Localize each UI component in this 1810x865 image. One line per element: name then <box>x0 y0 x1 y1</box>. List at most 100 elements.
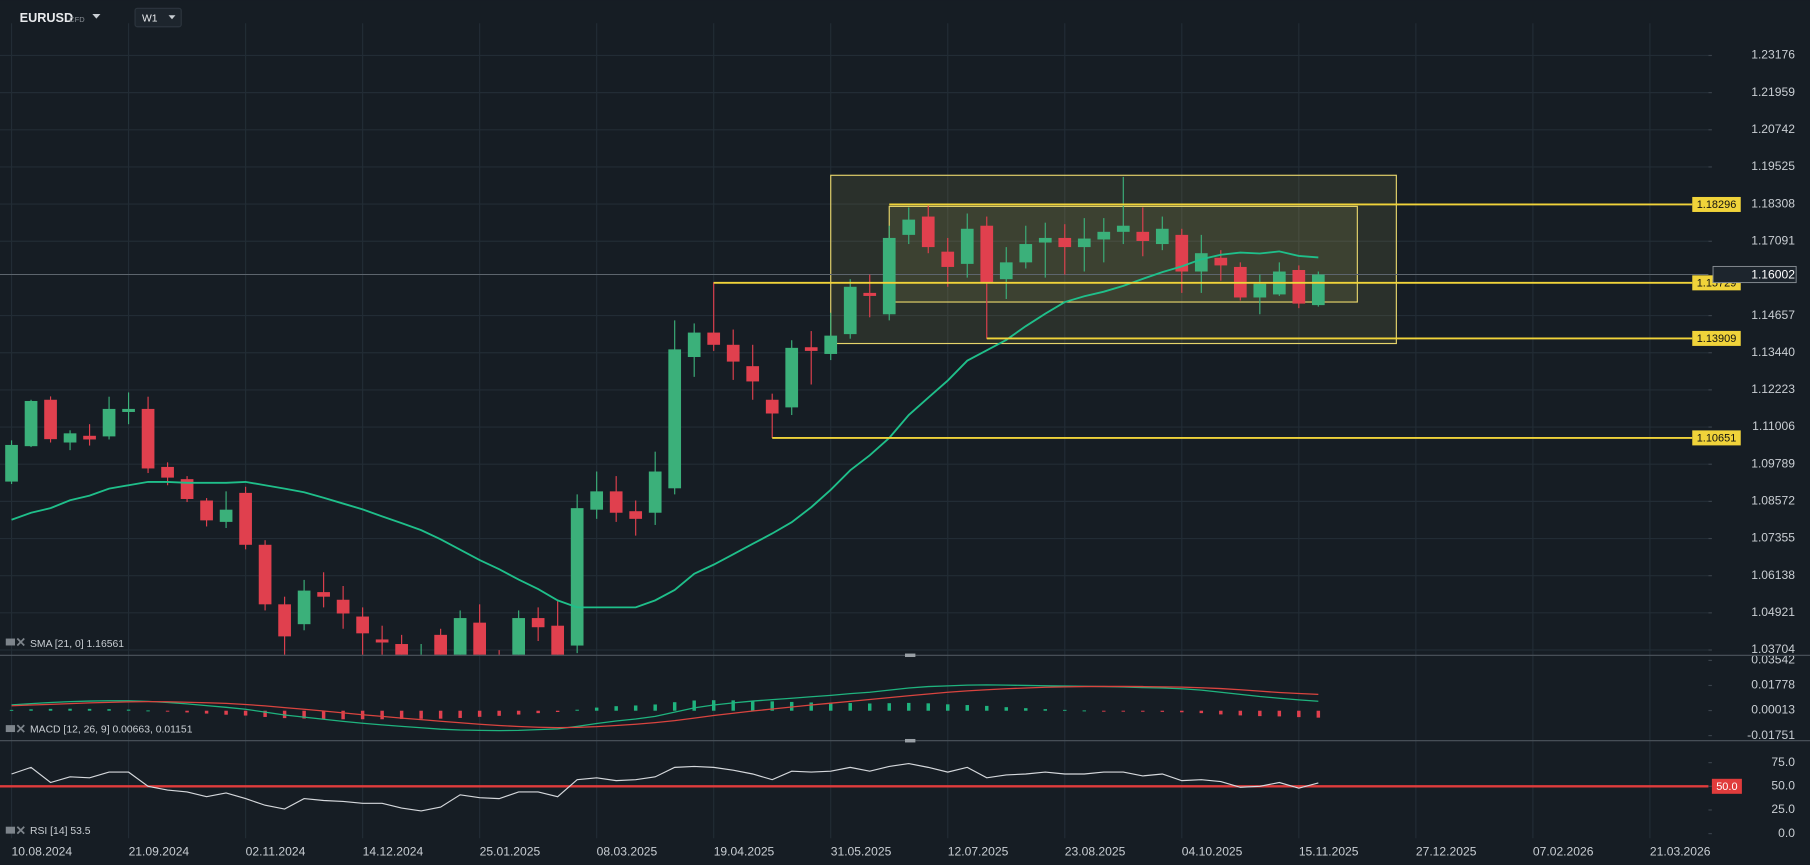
macd-histogram-bar <box>1043 709 1048 711</box>
y-tick-label: 0.01778 <box>1751 678 1795 692</box>
candle-body <box>1077 238 1091 248</box>
y-tick-label: 25.0 <box>1771 802 1795 816</box>
candle-body <box>122 408 135 412</box>
timeframe[interactable]: W1 <box>142 13 158 24</box>
indicator-settings-icon[interactable] <box>5 725 16 733</box>
macd-histogram-bar <box>965 705 969 711</box>
candle-body <box>44 399 57 440</box>
candle-body <box>161 466 174 478</box>
candle-body <box>1038 237 1052 243</box>
symbol[interactable]: EURUSD <box>20 11 74 25</box>
candle-body <box>1253 283 1267 298</box>
macd-histogram-bar <box>9 709 14 711</box>
macd-histogram-bar <box>887 703 891 711</box>
candle-body <box>297 590 311 625</box>
x-tick-label: 07.02.2026 <box>1533 844 1594 858</box>
macd-histogram-bar <box>731 700 735 711</box>
macd-legend: MACD [12, 26, 9] 0.00663, 0.01151 <box>30 724 193 735</box>
candle-body <box>278 604 291 637</box>
candle-body <box>395 644 408 655</box>
candle-body <box>960 228 974 264</box>
candle-body <box>1097 231 1111 240</box>
candle-body <box>83 435 96 440</box>
timeframe-button[interactable] <box>134 7 182 28</box>
indicator-settings-icon[interactable] <box>5 638 16 646</box>
macd-histogram-bar <box>1238 710 1243 716</box>
price-level-tag <box>1692 196 1741 212</box>
macd-histogram-bar <box>107 709 111 711</box>
y-tick-label: 1.18308 <box>1751 196 1795 210</box>
candle-body <box>902 219 916 235</box>
candle-body <box>63 433 77 443</box>
candle-body <box>648 471 662 513</box>
sma-legend: SMA [21, 0] 1.16561 <box>30 639 124 650</box>
candle-body <box>239 492 252 545</box>
macd-histogram-bar <box>204 710 209 714</box>
macd-histogram-bar <box>575 709 579 711</box>
sma-line <box>11 250 1319 609</box>
macd-histogram-bar <box>633 705 638 711</box>
candle-body <box>941 251 955 267</box>
candle-body <box>336 599 350 614</box>
macd-histogram-bar <box>1258 710 1262 717</box>
y-tick-label: 0.0 <box>1778 826 1795 840</box>
macd-histogram-bar <box>29 709 33 711</box>
macd-histogram-bar <box>789 701 794 711</box>
candle-body <box>1292 269 1306 304</box>
macd-histogram-bar <box>1082 710 1087 712</box>
macd-histogram-bar <box>146 710 150 712</box>
x-tick-label: 02.11.2024 <box>246 844 306 858</box>
x-tick-label: 21.09.2024 <box>129 844 190 858</box>
indicator-remove-icon[interactable] <box>16 724 25 733</box>
candle-body <box>668 349 682 489</box>
macd-histogram-bar <box>848 703 852 711</box>
macd-histogram-bar <box>1297 710 1301 718</box>
candle-body <box>219 509 233 522</box>
macd-histogram-bar <box>477 710 482 717</box>
price-level-label: 1.10651 <box>1697 432 1737 444</box>
panel-resize-handle[interactable] <box>905 738 916 743</box>
indicator-remove-icon[interactable] <box>16 637 25 647</box>
candle-body <box>258 544 272 605</box>
timeframe-caret[interactable] <box>168 15 176 20</box>
macd-histogram-bar <box>1277 710 1282 717</box>
indicator-settings-icon[interactable] <box>5 826 16 834</box>
candle-body <box>1019 244 1033 263</box>
macd-histogram-bar <box>1024 708 1028 711</box>
candle-body <box>141 408 155 469</box>
panel-resize-handle[interactable] <box>905 653 916 658</box>
price-level-label: 1.18296 <box>1697 199 1737 211</box>
macd-histogram-bar <box>555 710 560 713</box>
candle-body <box>843 286 857 335</box>
candle-body <box>921 216 935 248</box>
macd-histogram-bar <box>946 704 950 711</box>
x-tick-label: 04.10.2025 <box>1182 844 1243 858</box>
candle-body <box>1058 237 1072 248</box>
macd-histogram-bar <box>1180 710 1184 713</box>
candle-body <box>200 500 213 521</box>
macd-histogram-bar <box>907 702 911 711</box>
symbol-type: CFD <box>69 15 85 24</box>
macd-histogram-bar <box>87 708 92 711</box>
macd-histogram-bar <box>809 702 813 711</box>
x-tick-label: 19.04.2025 <box>714 844 775 858</box>
macd-histogram-bar <box>1219 710 1223 715</box>
x-tick-label: 15.11.2025 <box>1299 844 1359 858</box>
candle-body <box>512 618 526 655</box>
x-tick-label: 12.07.2025 <box>948 844 1009 858</box>
macd-histogram-bar <box>497 710 501 716</box>
y-tick-label: 1.09789 <box>1751 456 1795 470</box>
candle-body <box>980 225 994 283</box>
y-tick-label: 0.03542 <box>1751 653 1795 667</box>
candle-body <box>1311 274 1325 306</box>
candle-body <box>551 625 565 655</box>
macd-histogram-bar <box>263 710 267 717</box>
symbol-dropdown-caret[interactable] <box>92 14 101 19</box>
candle-body <box>1136 231 1150 241</box>
candle-body <box>1194 253 1208 272</box>
indicator-remove-icon[interactable] <box>16 826 25 835</box>
y-tick-label: 1.21959 <box>1751 85 1795 99</box>
